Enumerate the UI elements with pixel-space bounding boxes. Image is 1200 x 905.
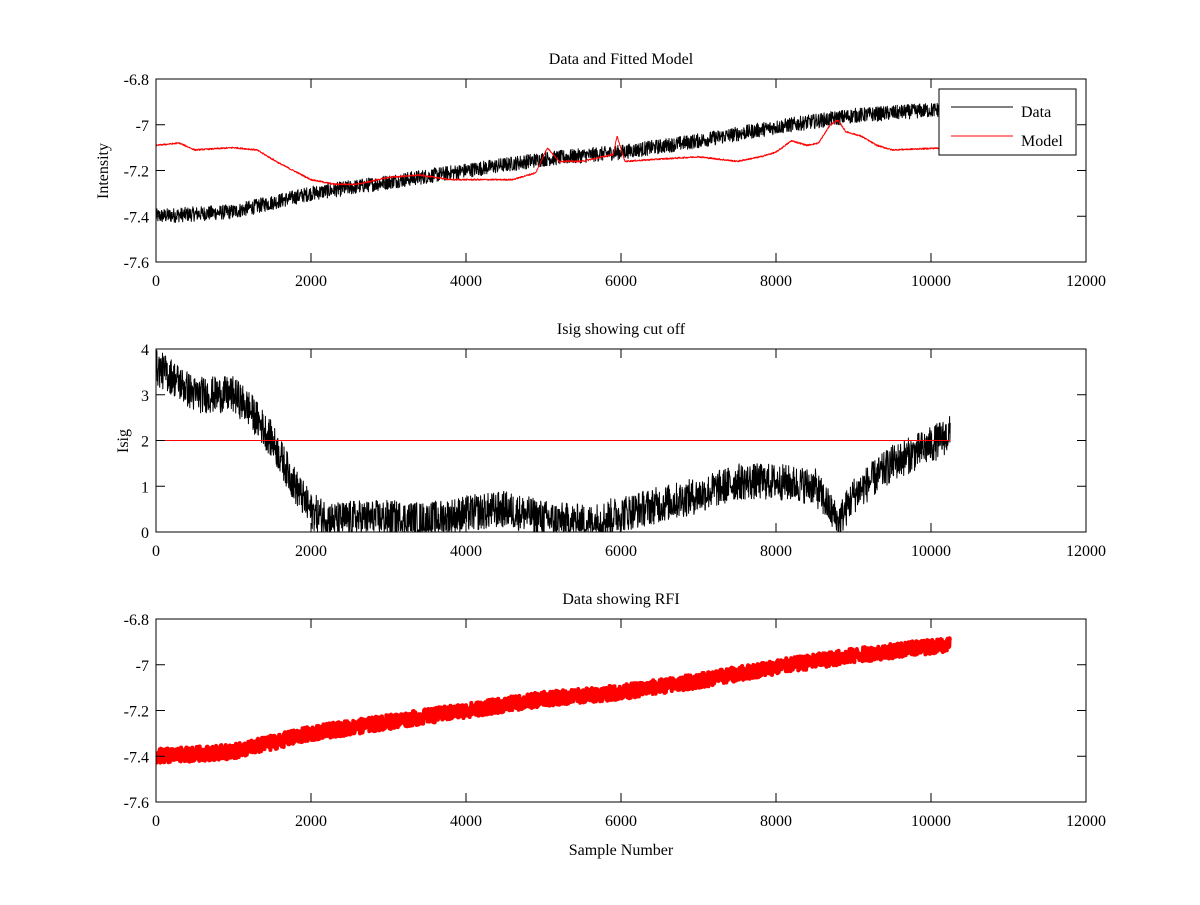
y-tick-label: 4 [141, 342, 149, 359]
y-tick-label: -7.2 [124, 164, 149, 181]
y-tick-label: -7.6 [124, 795, 149, 812]
y-axis-label: Isig [115, 429, 132, 453]
y-tick-label: 3 [141, 388, 149, 405]
x-tick-label: 2000 [295, 543, 327, 560]
y-tick-label: 2 [141, 434, 149, 451]
series-line-data [156, 636, 953, 765]
plot-area [156, 349, 951, 532]
x-tick-label: 6000 [605, 273, 637, 290]
x-tick-label: 12000 [1066, 273, 1106, 290]
x-tick-label: 8000 [760, 813, 792, 830]
x-tick-label: 10000 [911, 543, 951, 560]
x-tick-label: 2000 [295, 813, 327, 830]
legend-label-data: Data [1021, 104, 1051, 121]
legend: Data Model [938, 88, 1077, 156]
x-tick-label: 0 [152, 273, 160, 290]
x-tick-label: 8000 [760, 273, 792, 290]
axes-rfi: Data showing RFI Sample Number 0 2000 4000… [124, 591, 1106, 859]
x-tick-label: 8000 [760, 543, 792, 560]
y-tick-label: -7.4 [124, 209, 149, 226]
x-tick-label: 0 [152, 543, 160, 560]
y-tick-label: 1 [141, 479, 149, 496]
axes-data-and-model: Data and Fitted Model Intensity 0 2000 400… [95, 51, 1106, 290]
legend-box [938, 88, 1077, 156]
x-axis-label: Sample Number [569, 842, 674, 859]
chart-title: Data and Fitted Model [549, 51, 694, 68]
chart-title: Isig showing cut off [557, 321, 686, 338]
x-tick-label: 0 [152, 813, 160, 830]
y-tick-label: -7.6 [124, 255, 149, 272]
y-tick-label: -7.4 [124, 749, 149, 766]
axes-isig: Isig showing cut off Isig 0 2000 4000 6000 8… [115, 321, 1106, 560]
y-tick-label: -6.8 [124, 72, 149, 89]
x-tick-label: 4000 [450, 813, 482, 830]
x-tick-label: 4000 [450, 273, 482, 290]
x-tick-label: 12000 [1066, 543, 1106, 560]
series-line-data [156, 101, 951, 223]
x-tick-label: 6000 [605, 813, 637, 830]
y-axis-label: Intensity [95, 143, 112, 199]
y-tick-label: 0 [141, 525, 149, 542]
y-tick-label: -7 [136, 658, 149, 675]
y-tick-label: -6.8 [124, 612, 149, 629]
x-tick-label: 2000 [295, 273, 327, 290]
x-tick-label: 4000 [450, 543, 482, 560]
chart-title: Data showing RFI [562, 591, 679, 608]
y-tick-label: -7 [136, 118, 149, 135]
y-tick-label: -7.2 [124, 704, 149, 721]
x-tick-label: 10000 [911, 273, 951, 290]
series-line-model [156, 119, 951, 186]
legend-label-model: Model [1021, 133, 1063, 150]
plot-area [156, 101, 951, 223]
plot-area [156, 636, 953, 765]
x-tick-label: 6000 [605, 543, 637, 560]
x-tick-label: 10000 [911, 813, 951, 830]
x-tick-label: 12000 [1066, 813, 1106, 830]
series-line-isig [156, 349, 951, 532]
